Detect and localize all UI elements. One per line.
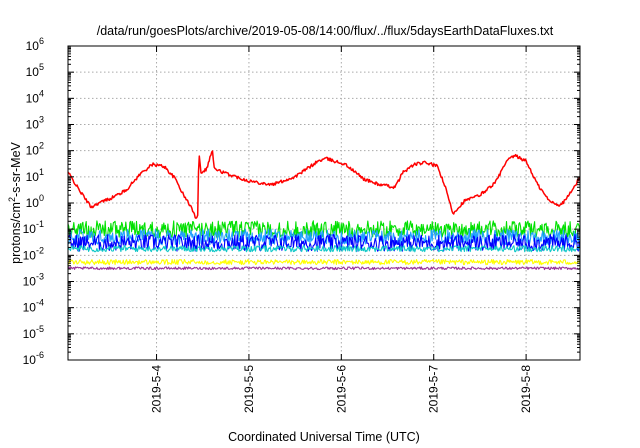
y-tick-label: 10-3 [23, 272, 44, 289]
y-tick-label: 106 [26, 36, 44, 53]
y-tick-label: 10-1 [23, 219, 44, 236]
y-tick-label: 10-6 [23, 350, 44, 367]
x-axis-ticks: 2019-5-4 2019-5-5 2019-5-6 2019-5-7 2019-5-8 [150, 46, 533, 413]
y-tick-label: 10-5 [23, 324, 44, 341]
y-axis-ticks: 10-6 10-5 10-4 10-3 10-2 10-1 100 101 102 103 104 1… [23, 36, 580, 367]
y-tick-label: 101 [26, 167, 44, 184]
series-line-6 [67, 258, 581, 266]
y-tick-label: 10-4 [23, 298, 44, 315]
series-line-7 [67, 266, 581, 271]
x-tick-label: 2019-5-6 [334, 365, 348, 413]
x-tick-label: 2019-5-7 [427, 365, 441, 413]
series-line-5 [67, 245, 581, 253]
data-series [67, 150, 581, 271]
y-tick-label: 102 [26, 141, 44, 158]
x-tick-label: 2019-5-8 [519, 365, 533, 413]
grid [68, 46, 580, 360]
y-tick-label: 100 [26, 193, 44, 210]
y-tick-label: 10-2 [23, 245, 44, 262]
y-tick-label: 105 [26, 62, 44, 79]
y-tick-label: 104 [26, 88, 44, 105]
y-tick-label: 103 [26, 115, 44, 132]
y-axis-label: protons/cm2-s-sr-MeV [7, 141, 23, 263]
x-axis-label: Coordinated Universal Time (UTC) [228, 430, 420, 444]
series-line-1 [67, 150, 581, 219]
x-tick-label: 2019-5-4 [150, 365, 164, 413]
x-tick-label: 2019-5-5 [242, 365, 256, 413]
chart-title: /data/run/goesPlots/archive/2019-05-08/1… [97, 24, 554, 38]
